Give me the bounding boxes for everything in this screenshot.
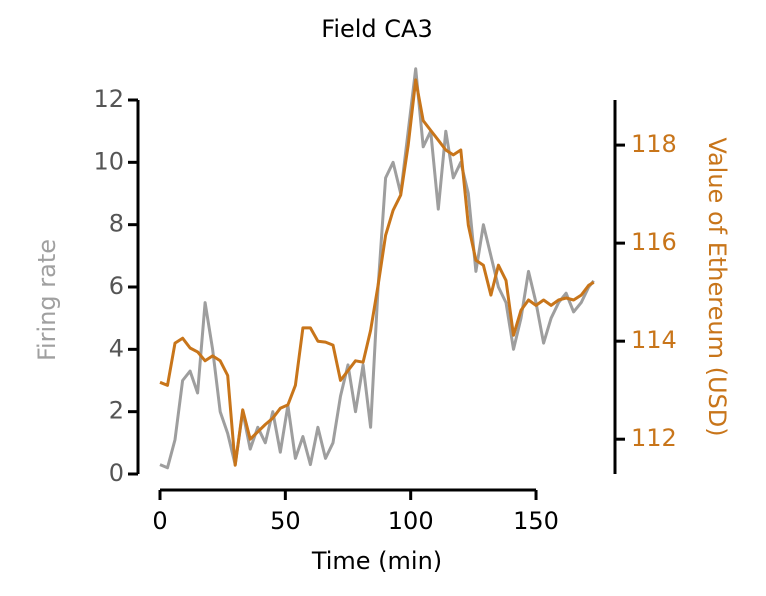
data-line [159, 67, 595, 470]
y-axis-label: Firing rate [33, 239, 61, 361]
x-tick-label: 150 [513, 507, 559, 535]
y-tick-label: 2 [109, 397, 124, 425]
y2-tick-label: 118 [631, 130, 677, 158]
y-tick-label: 8 [109, 210, 124, 238]
y2-tick-label: 116 [631, 228, 677, 256]
y-tick-label: 4 [109, 334, 124, 362]
y-tick-label: 6 [109, 272, 124, 300]
y2-tick-label: 114 [631, 326, 677, 354]
x-tick-label: 50 [270, 507, 301, 535]
y2-axis-label: Value of Ethereum (USD) [703, 137, 731, 436]
x-tick-label: 100 [388, 507, 434, 535]
y-tick-label: 0 [109, 459, 124, 487]
y2-tick-label: 112 [631, 424, 677, 452]
x-axis-label: Time (min) [311, 547, 442, 575]
x-tick-label: 0 [152, 507, 167, 535]
y-tick-label: 12 [93, 85, 124, 113]
data-line [159, 78, 595, 467]
y-tick-label: 10 [93, 147, 124, 175]
chart-title: Field CA3 [321, 15, 432, 43]
